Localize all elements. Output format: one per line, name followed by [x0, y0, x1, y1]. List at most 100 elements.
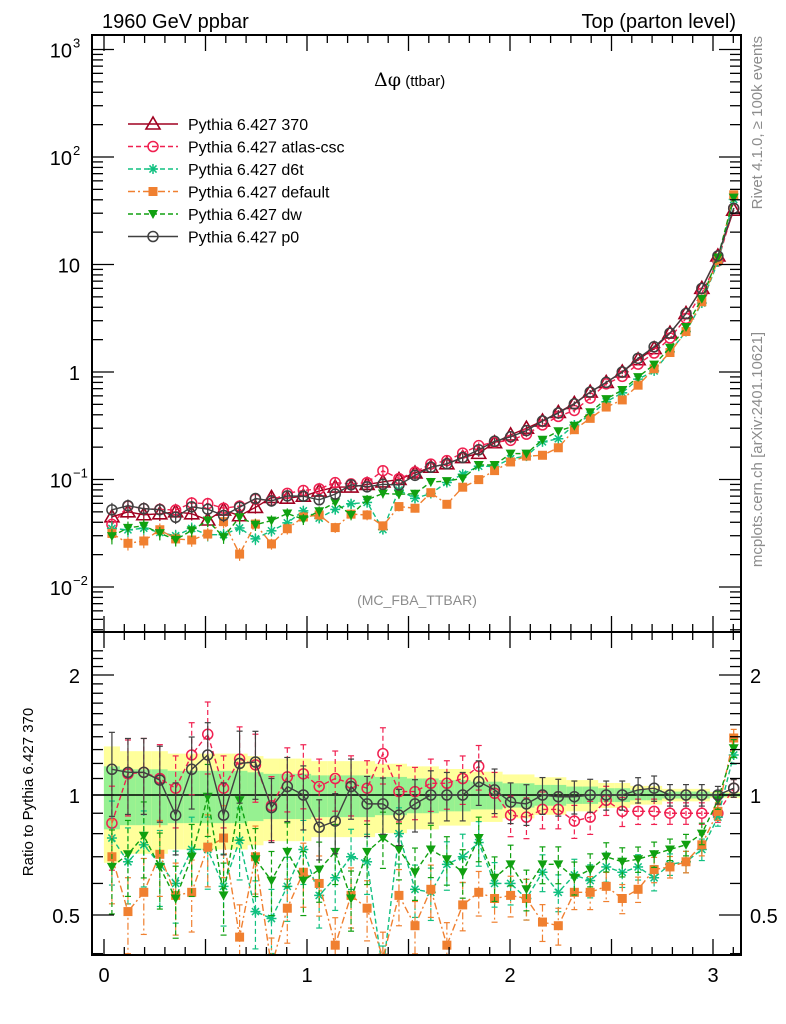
ratio-point [585, 865, 596, 875]
data-point [362, 510, 372, 520]
data-point [426, 488, 436, 498]
legend-item: Pythia 6.427 atlas-csc [128, 140, 345, 157]
legend: Pythia 6.427 370 Pythia 6.427 atlas-csc Py… [128, 115, 345, 247]
ratio-point [377, 747, 389, 760]
legend-item: Pythia 6.427 default [128, 185, 330, 202]
data-point [362, 495, 373, 505]
ratio-point [298, 876, 309, 886]
data-point [266, 539, 276, 549]
data-point [250, 533, 261, 544]
ratio-point [122, 766, 134, 779]
data-point [203, 529, 213, 539]
legend-label: Pythia 6.427 d6t [188, 162, 304, 179]
y-tick-label: 1 [69, 363, 80, 385]
ratio-point [600, 789, 612, 801]
ratio-point [649, 850, 660, 860]
ratio-line [111, 753, 734, 829]
ratio-point [329, 815, 341, 827]
data-point [521, 449, 532, 459]
legend-marker [147, 140, 159, 153]
legend-marker [147, 230, 159, 243]
legend-label: Pythia 6.427 p0 [188, 230, 299, 247]
ratio-point [521, 885, 532, 895]
ratio-point [664, 807, 676, 819]
ratio-point [681, 840, 692, 850]
ratio-point [569, 873, 580, 883]
data-point [250, 520, 261, 530]
data-point [600, 376, 612, 389]
analysis-tag: (MC_FBA_TTBAR) [357, 592, 477, 608]
data-point [648, 341, 660, 353]
data-point [505, 449, 516, 459]
y-tick-label: 10 [58, 256, 80, 278]
ratio-point [345, 780, 357, 793]
data-point [409, 469, 421, 482]
ratio-panel-series [106, 701, 740, 955]
ratio-point [282, 903, 292, 913]
ratio-point [170, 894, 181, 904]
data-point [633, 373, 644, 383]
series-370 [103, 201, 741, 527]
ratio-point [442, 940, 452, 950]
y-tick-label-exponent: 3 [73, 36, 80, 51]
data-point [457, 474, 468, 484]
ratio-point [394, 890, 404, 900]
ratio-point [664, 789, 676, 801]
y-tick-label-exponent: 2 [73, 143, 80, 158]
ratio-point [505, 860, 516, 870]
ratio-y-tick-label: 1 [69, 786, 80, 808]
ratio-point [266, 876, 277, 886]
data-point [490, 466, 500, 476]
data-point [568, 398, 581, 410]
legend-label: Pythia 6.427 370 [188, 117, 308, 134]
ratio-point [362, 903, 372, 913]
ratio-point [585, 887, 595, 897]
data-point [681, 322, 692, 332]
ratio-point [474, 887, 484, 897]
ratio-point [154, 862, 165, 872]
ratio-point [362, 847, 373, 857]
ratio-panel-frame [91, 631, 742, 956]
ratio-y-axis-label: Ratio to Pythia 6.427 370 [20, 708, 37, 876]
ratio-point [425, 789, 437, 801]
data-point [183, 505, 201, 520]
data-point [378, 521, 388, 531]
series-atlas-csc [106, 202, 740, 533]
legend-label: Pythia 6.427 default [188, 185, 330, 202]
ratio-point [696, 807, 708, 819]
data-point [425, 477, 436, 487]
ratio-point [393, 845, 404, 855]
data-point [361, 481, 373, 493]
ratio-point [616, 789, 629, 801]
data-point [712, 250, 724, 262]
ratio-point [425, 845, 436, 855]
data-point [106, 504, 118, 516]
y-tick-label: 10 [50, 148, 72, 170]
data-point [728, 193, 739, 203]
series-line [111, 194, 735, 556]
data-point [249, 492, 262, 505]
ratio-point [680, 789, 692, 801]
ratio-point [410, 921, 420, 931]
data-point [664, 343, 675, 353]
data-point [553, 443, 563, 453]
ratio-point [154, 774, 166, 786]
data-point [617, 386, 628, 396]
series-line [111, 199, 735, 540]
ratio-series-p0 [106, 722, 740, 861]
legend-item: Pythia 6.427 d6t [128, 162, 304, 179]
data-point [297, 490, 310, 502]
ratio-point [201, 749, 214, 761]
ratio-point [330, 872, 341, 883]
ratio-point [696, 789, 708, 801]
data-point [265, 495, 278, 507]
ratio-point [123, 907, 133, 917]
ratio-point [250, 855, 261, 865]
data-point [601, 395, 612, 405]
ratio-point [330, 940, 340, 950]
ratio-point [297, 789, 310, 801]
plot-title-suffix: (ttbar) [401, 73, 445, 90]
ratio-point [441, 855, 452, 865]
data-point [441, 458, 453, 470]
